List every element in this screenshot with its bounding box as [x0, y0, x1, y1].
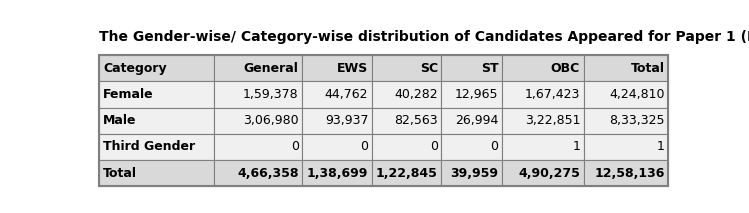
- Text: 44,762: 44,762: [325, 88, 369, 101]
- Bar: [302, 134, 372, 160]
- Bar: [100, 134, 214, 160]
- Bar: [302, 160, 372, 186]
- Bar: [214, 81, 302, 108]
- Bar: [100, 55, 668, 186]
- Text: 82,563: 82,563: [394, 114, 438, 127]
- Bar: [441, 81, 502, 108]
- Text: Total: Total: [631, 62, 665, 75]
- Text: 8,33,325: 8,33,325: [610, 114, 665, 127]
- Bar: [302, 55, 372, 81]
- Bar: [502, 134, 583, 160]
- Text: 3,22,851: 3,22,851: [524, 114, 580, 127]
- Bar: [100, 81, 214, 108]
- Bar: [100, 160, 214, 186]
- Text: 3,06,980: 3,06,980: [243, 114, 299, 127]
- Text: 93,937: 93,937: [325, 114, 369, 127]
- Text: General: General: [244, 62, 299, 75]
- Bar: [372, 81, 441, 108]
- Text: 0: 0: [430, 140, 438, 153]
- Bar: [372, 160, 441, 186]
- Text: 40,282: 40,282: [394, 88, 438, 101]
- Bar: [372, 55, 441, 81]
- Bar: [502, 108, 583, 134]
- Text: Third Gender: Third Gender: [103, 140, 195, 153]
- Text: 39,959: 39,959: [450, 167, 498, 180]
- Text: 4,66,358: 4,66,358: [237, 167, 299, 180]
- Bar: [441, 108, 502, 134]
- Bar: [372, 108, 441, 134]
- Text: 0: 0: [291, 140, 299, 153]
- Text: 1,59,378: 1,59,378: [243, 88, 299, 101]
- Text: 1: 1: [572, 140, 580, 153]
- Text: 12,965: 12,965: [455, 88, 498, 101]
- Bar: [583, 160, 668, 186]
- Text: 1,22,845: 1,22,845: [376, 167, 438, 180]
- Bar: [100, 55, 214, 81]
- Bar: [302, 108, 372, 134]
- Bar: [100, 108, 214, 134]
- Bar: [583, 134, 668, 160]
- Bar: [214, 134, 302, 160]
- Text: Male: Male: [103, 114, 136, 127]
- Text: 0: 0: [360, 140, 369, 153]
- Bar: [583, 108, 668, 134]
- Text: SC: SC: [419, 62, 438, 75]
- Bar: [214, 108, 302, 134]
- Bar: [372, 134, 441, 160]
- Text: 1,38,699: 1,38,699: [307, 167, 369, 180]
- Bar: [502, 81, 583, 108]
- Text: 0: 0: [491, 140, 498, 153]
- Bar: [441, 55, 502, 81]
- Bar: [302, 81, 372, 108]
- Text: OBC: OBC: [551, 62, 580, 75]
- Bar: [583, 81, 668, 108]
- Text: Total: Total: [103, 167, 137, 180]
- Text: Category: Category: [103, 62, 166, 75]
- Bar: [502, 55, 583, 81]
- Text: 26,994: 26,994: [455, 114, 498, 127]
- Bar: [214, 55, 302, 81]
- Text: 12,58,136: 12,58,136: [595, 167, 665, 180]
- Bar: [583, 55, 668, 81]
- Bar: [441, 160, 502, 186]
- Bar: [502, 160, 583, 186]
- Text: EWS: EWS: [337, 62, 369, 75]
- Text: Female: Female: [103, 88, 154, 101]
- Text: The Gender-wise/ Category-wise distribution of Candidates Appeared for Paper 1 (: The Gender-wise/ Category-wise distribut…: [100, 30, 749, 45]
- Text: ST: ST: [481, 62, 498, 75]
- Text: 4,24,810: 4,24,810: [610, 88, 665, 101]
- Bar: [441, 134, 502, 160]
- Bar: [214, 160, 302, 186]
- Text: 1: 1: [657, 140, 665, 153]
- Text: 4,90,275: 4,90,275: [518, 167, 580, 180]
- Text: 1,67,423: 1,67,423: [525, 88, 580, 101]
